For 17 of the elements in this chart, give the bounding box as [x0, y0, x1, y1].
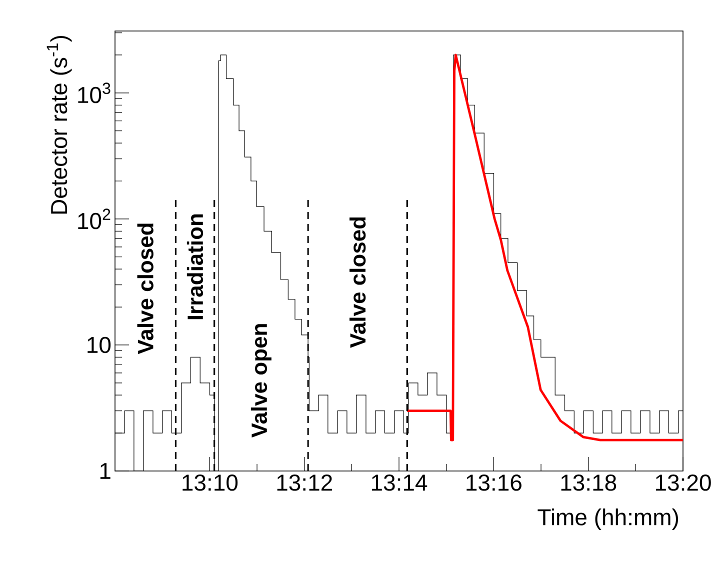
x-tick-label: 13:20	[656, 474, 711, 491]
line-series	[406, 54, 683, 442]
x-tick-label: 13:12	[277, 474, 332, 491]
y-tick-label: 1	[100, 463, 110, 479]
x-axis-title: Time (hh:mm)	[538, 508, 678, 530]
annotation: Valve open	[250, 324, 272, 438]
y-tick-label: 10$^{2}$	[78, 208, 110, 230]
x-tick-label: 13:14	[372, 474, 428, 491]
x-tick-label: 13:16	[466, 474, 522, 491]
y-tick-label: 10	[88, 336, 111, 354]
x-tick-label: 13:18	[561, 474, 616, 491]
y-axis-title: Detector rate (s$^{-1}$)	[46, 36, 72, 214]
x-tick-label: 13:10	[182, 474, 238, 491]
annotation: Irradiation	[186, 214, 204, 320]
annotation: Valve closed	[137, 224, 154, 354]
annotation: Valve closed	[350, 217, 366, 348]
y-tick-label: 10$^{3}$	[78, 82, 110, 104]
